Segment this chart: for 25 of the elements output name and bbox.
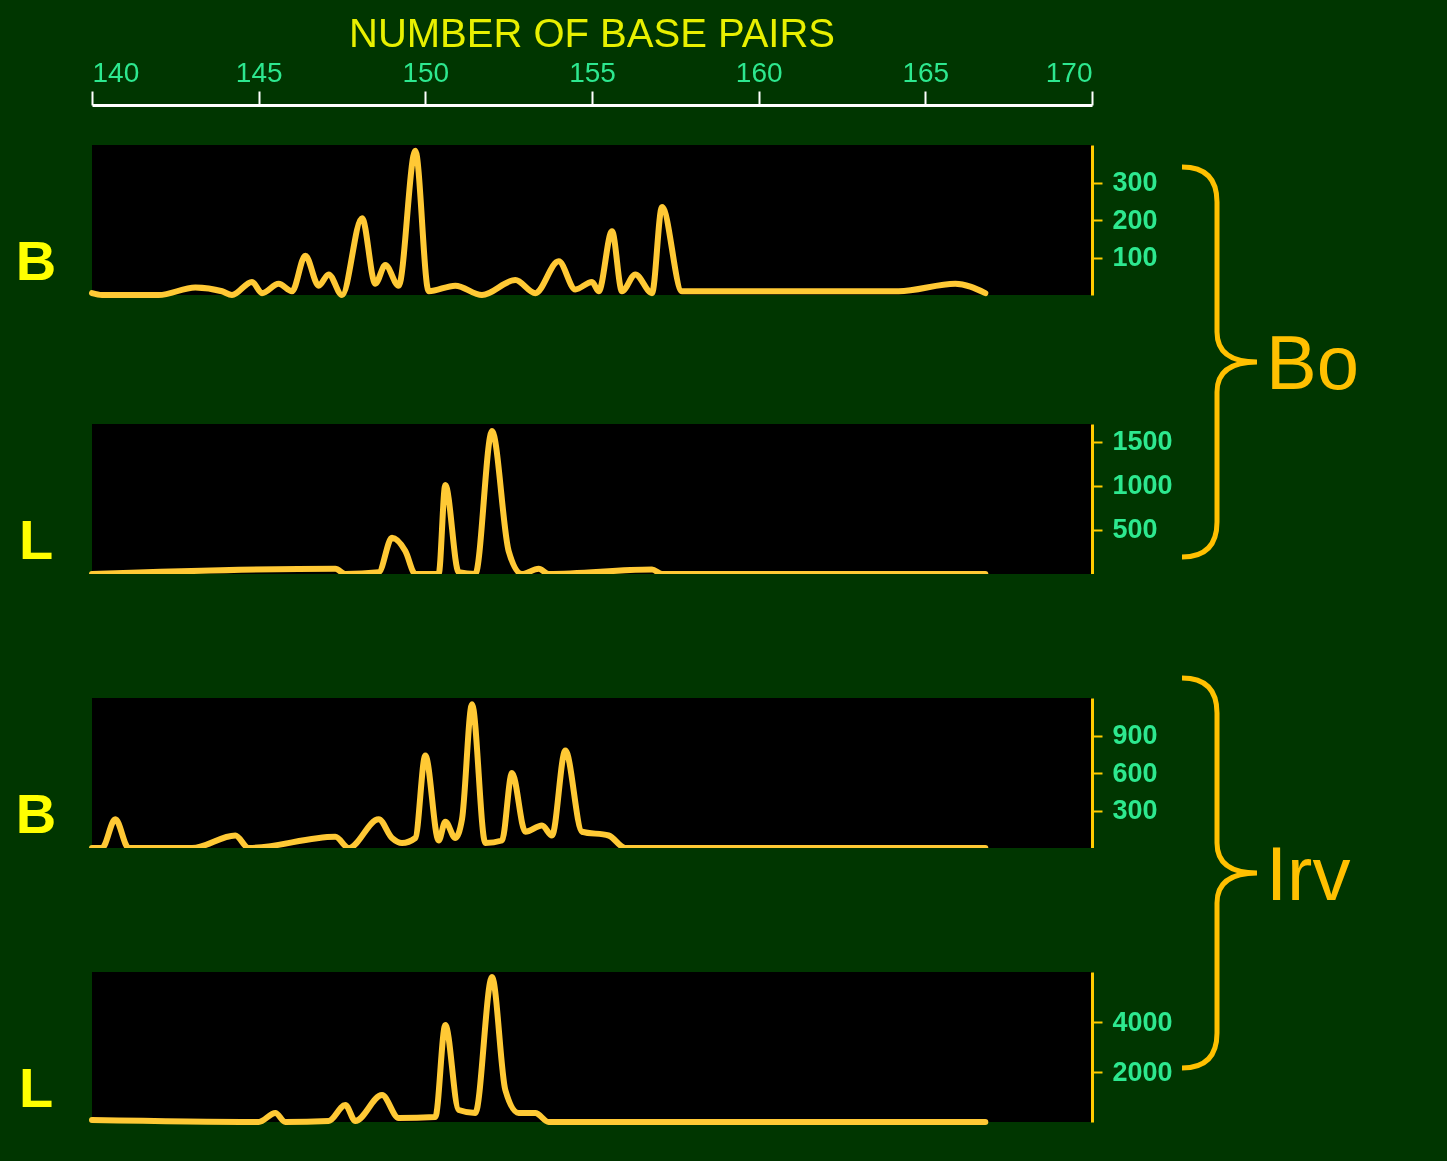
y-axis-title: B <box>15 228 57 293</box>
y-tick-label: 600 <box>1112 757 1158 788</box>
x-tick-label: 155 <box>569 56 616 88</box>
text: Bo <box>1266 318 1359 406</box>
x-tick-label: 170 <box>1045 56 1093 88</box>
y-tick-label: 900 <box>1112 720 1158 750</box>
x-tick-label: 150 <box>402 56 450 88</box>
y-tick-label: 4000 <box>1112 1006 1173 1037</box>
chart-title: NUMBER OF BASE PAIRS <box>348 11 836 55</box>
text: Irv <box>1266 829 1351 917</box>
y-tick-label: 100 <box>1112 242 1158 272</box>
y-tick-label: 1500 <box>1112 426 1173 457</box>
y-axis-title: B <box>15 781 57 846</box>
x-tick-label: 145 <box>235 56 283 88</box>
y-tick-label: 200 <box>1112 204 1158 235</box>
y-axis-title: L <box>18 1055 54 1120</box>
y-tick-label: 300 <box>1112 795 1158 825</box>
y-tick-label: 1000 <box>1112 470 1173 501</box>
y-axis-title: L <box>18 507 54 572</box>
y-tick-label: 300 <box>1112 167 1158 197</box>
y-tick-label: 500 <box>1112 514 1158 545</box>
x-tick-label: 160 <box>735 56 783 88</box>
y-tick-label: 2000 <box>1112 1056 1173 1087</box>
x-tick-label: 165 <box>902 56 950 88</box>
x-tick-label: 140 <box>92 56 140 88</box>
